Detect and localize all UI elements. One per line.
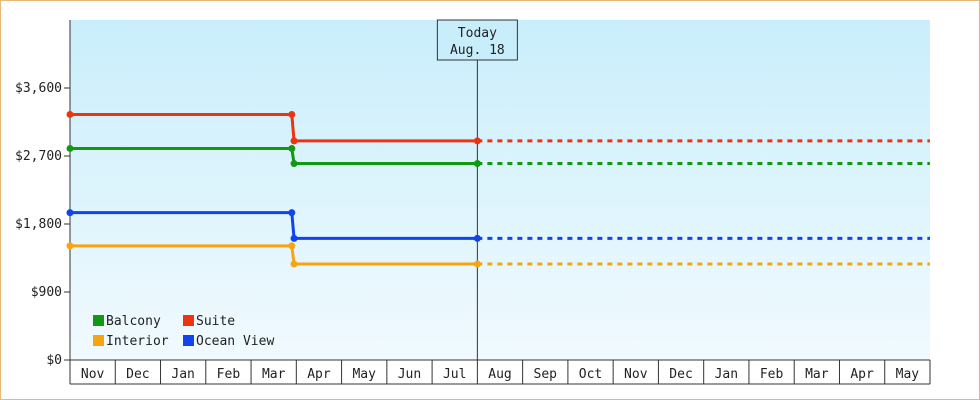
x-tick-label: Mar	[262, 367, 286, 382]
x-tick-label: Nov	[81, 367, 105, 382]
legend-swatch-interior	[93, 335, 104, 346]
x-tick-label: Apr	[850, 367, 874, 382]
y-tick-label: $1,800	[15, 217, 62, 232]
x-tick-label: Jun	[398, 367, 421, 382]
data-point-suite	[288, 110, 296, 118]
x-tick-label: Jan	[715, 367, 738, 382]
series-balcony	[66, 144, 930, 168]
x-tick-label: Jul	[443, 367, 466, 382]
data-point-ocean-view	[66, 209, 74, 217]
data-point-interior	[473, 260, 481, 268]
x-tick-label: Dec	[669, 367, 692, 382]
data-point-balcony	[66, 144, 74, 152]
data-point-interior	[66, 242, 74, 250]
series-line-suite	[70, 112, 478, 143]
series-ocean-view	[66, 209, 930, 242]
data-point-ocean-view	[473, 234, 481, 242]
y-axis: $0 $900 $1,800 $2,700 $3,600	[15, 20, 71, 368]
x-tick-label: May	[896, 367, 920, 382]
legend-label-balcony: Balcony	[106, 314, 161, 329]
legend-swatch-suite	[183, 315, 194, 326]
x-axis: Nov Dec Jan Feb Mar Apr May Jun Jul Aug Sep Oct Nov D…	[69, 359, 931, 385]
legend-swatch-balcony	[93, 315, 104, 326]
data-point-suite	[66, 110, 74, 118]
series-suite	[66, 110, 930, 145]
data-point-interior	[290, 260, 298, 268]
data-point-ocean-view	[290, 234, 298, 242]
data-point-balcony	[290, 160, 298, 168]
x-tick-label: Feb	[217, 367, 241, 382]
legend-label-interior: Interior	[106, 334, 169, 349]
x-tick-label: Oct	[579, 367, 602, 382]
data-point-ocean-view	[288, 209, 296, 217]
x-tick-label: Apr	[307, 367, 331, 382]
data-point-balcony	[473, 160, 481, 168]
y-tick-label: $900	[31, 285, 62, 300]
legend: Balcony Suite Interior Ocean View	[93, 314, 274, 349]
y-tick-label: $2,700	[15, 149, 62, 164]
plot-background	[70, 20, 930, 360]
legend-label-ocean-view: Ocean View	[196, 334, 274, 349]
today-box	[436, 19, 518, 61]
y-tick-label: $0	[46, 353, 62, 368]
legend-swatch-ocean-view	[183, 335, 194, 346]
today-date: Aug. 18	[450, 43, 505, 58]
x-tick-label: Jan	[171, 367, 194, 382]
data-point-interior	[288, 242, 296, 250]
x-tick-label: Dec	[126, 367, 149, 382]
x-tick-label: Nov	[624, 367, 648, 382]
x-tick-label: Aug	[488, 367, 511, 382]
x-tick-label: Sep	[534, 367, 558, 382]
data-point-balcony	[288, 144, 296, 152]
series-line-ocean-view	[70, 211, 478, 240]
x-tick-label: Feb	[760, 367, 784, 382]
today-label: Today	[458, 26, 497, 41]
series-layer	[66, 110, 930, 268]
legend-label-suite: Suite	[196, 314, 235, 329]
x-tick-label: Mar	[805, 367, 829, 382]
x-tick-label: May	[352, 367, 376, 382]
data-point-suite	[473, 137, 481, 145]
y-tick-label: $3,600	[15, 81, 62, 96]
data-point-suite	[290, 137, 298, 145]
series-line-balcony	[70, 146, 478, 166]
series-line-interior	[70, 244, 478, 266]
today-marker: Today Aug. 18	[436, 19, 518, 360]
series-interior	[66, 242, 930, 268]
